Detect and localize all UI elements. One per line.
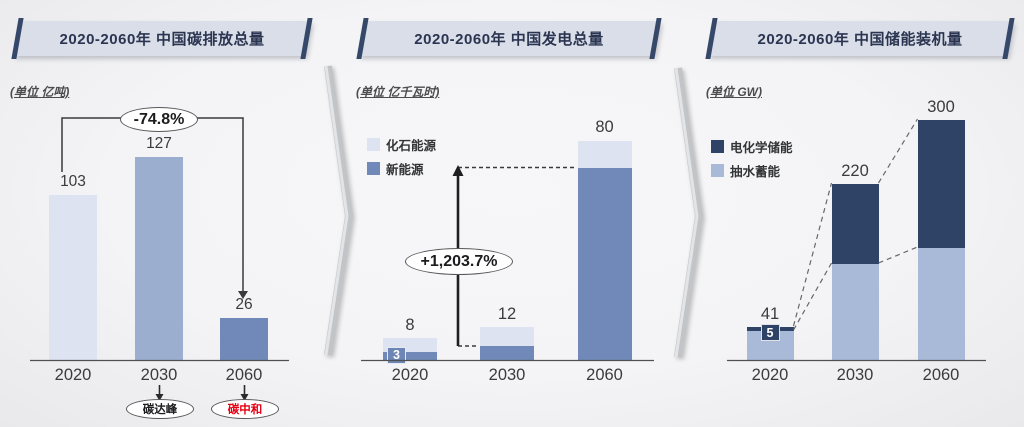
change-annotation-p1: -74.8% bbox=[120, 107, 198, 132]
panel1-unit-label: (单位 亿吨) bbox=[10, 85, 70, 99]
legend-swatch-icon bbox=[367, 138, 380, 151]
panel2-legend: 化石能源 新能源 bbox=[367, 135, 436, 183]
panel3-title: 2020-2060年 中国储能装机量 bbox=[757, 31, 963, 48]
bar-segment-lower bbox=[480, 346, 534, 360]
panel1-title: 2020-2060年 中国碳排放总量 bbox=[59, 31, 265, 48]
legend-item: 电化学储能 bbox=[711, 137, 793, 156]
bar-segment-lower bbox=[577, 168, 632, 360]
legend-item: 化石能源 bbox=[367, 135, 436, 154]
chevron-divider-highlight bbox=[674, 67, 699, 358]
panel2-title-bar: 2020-2060年 中国发电总量 bbox=[356, 18, 662, 59]
legend-swatch-icon bbox=[711, 140, 724, 153]
x-axis-label: 2020 bbox=[54, 365, 92, 384]
x-axis-label: 2060 bbox=[225, 365, 263, 384]
chevron-divider-icon bbox=[674, 67, 704, 358]
change-annotation-p2: +1,203.7% bbox=[405, 248, 513, 275]
legend-label: 电化学储能 bbox=[730, 141, 793, 155]
total-value-label: 41 bbox=[760, 304, 780, 323]
total-value-label: 220 bbox=[841, 161, 869, 180]
bar-segment-lower bbox=[383, 351, 437, 360]
legend-label: 化石能源 bbox=[386, 139, 437, 153]
bar bbox=[220, 318, 268, 360]
up-arrowhead-icon bbox=[452, 165, 464, 176]
x-axis-label: 2020 bbox=[391, 365, 429, 384]
legend-label: 抽水蓄能 bbox=[730, 165, 781, 179]
connector-dashed-line bbox=[878, 246, 918, 264]
bar-segment-lower bbox=[917, 248, 965, 360]
x-axis-label: 2030 bbox=[140, 365, 178, 384]
bar-segment-upper bbox=[831, 184, 879, 264]
panel1-title-bar: 2020-2060年 中国碳排放总量 bbox=[11, 18, 313, 59]
panel2-title: 2020-2060年 中国发电总量 bbox=[414, 31, 604, 48]
x-axis-label: 2060 bbox=[586, 365, 623, 384]
segment-value-tag: 5 bbox=[760, 324, 780, 342]
panel3-legend: 电化学储能 抽水蓄能 bbox=[711, 137, 793, 185]
chevron-divider-highlight bbox=[324, 65, 349, 356]
bar-value-label: 26 bbox=[235, 296, 253, 314]
bar-segment-upper bbox=[577, 140, 632, 169]
bar-value-label: 127 bbox=[146, 134, 172, 152]
bar-segment-lower bbox=[831, 264, 879, 360]
x-axis-label: 2060 bbox=[922, 365, 960, 384]
legend-label: 新能源 bbox=[386, 163, 424, 177]
x-axis-label: 2030 bbox=[836, 365, 874, 384]
x-axis-label: 2030 bbox=[488, 365, 526, 384]
legend-swatch-icon bbox=[711, 164, 724, 177]
panel2-unit-label: (单位 亿千瓦时) bbox=[356, 85, 440, 99]
chevron-divider-icon bbox=[324, 65, 354, 356]
legend-swatch-icon bbox=[367, 162, 380, 175]
panel3-title-bar: 2020-2060年 中国储能装机量 bbox=[705, 18, 1015, 59]
panel3-unit-label: (单位 GW) bbox=[706, 85, 762, 99]
total-value-label: 12 bbox=[497, 304, 517, 323]
total-value-label: 80 bbox=[595, 118, 614, 137]
x-axis-label: 2020 bbox=[751, 365, 789, 384]
bar bbox=[49, 195, 97, 360]
legend-item: 新能源 bbox=[367, 159, 436, 178]
bar-segment-upper bbox=[917, 120, 965, 248]
bar-segment-upper bbox=[480, 327, 534, 347]
segment-value-tag: 3 bbox=[387, 346, 406, 364]
legend-item: 抽水蓄能 bbox=[711, 161, 793, 180]
bar-value-label: 103 bbox=[60, 173, 86, 191]
marker-carbon-neutral: 碳中和 bbox=[211, 399, 279, 419]
marker-carbon-peak: 碳达峰 bbox=[126, 399, 194, 419]
total-value-label: 300 bbox=[927, 97, 955, 116]
total-value-label: 8 bbox=[405, 315, 415, 334]
bar bbox=[135, 156, 183, 360]
